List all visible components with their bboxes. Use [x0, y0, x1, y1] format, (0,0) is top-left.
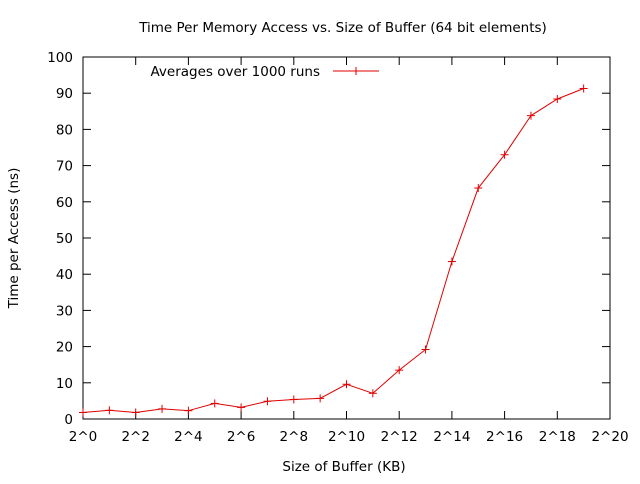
data-point-marker: [395, 366, 404, 375]
y-tick-label: 60: [56, 195, 73, 211]
y-tick-label: 0: [64, 412, 73, 428]
legend: Averages over 1000 runs: [150, 64, 379, 80]
x-axis-label: Size of Buffer (KB): [282, 459, 405, 475]
legend-marker-sample: [352, 67, 360, 75]
y-tick-label: 40: [56, 267, 73, 283]
chart-title: Time Per Memory Access vs. Size of Buffe…: [138, 20, 547, 36]
data-point-marker: [210, 399, 219, 408]
y-tick-label: 50: [56, 231, 73, 247]
data-point-marker: [500, 150, 509, 159]
x-tick-label: 2^10: [328, 429, 365, 445]
y-tick-label: 30: [56, 303, 73, 319]
data-point-marker: [474, 184, 483, 193]
axis-ticks: 0 10 20 30 40 50 60 70 80 90 100 2^0 2^2 2^4 2^6 2^8 2^1…: [47, 50, 628, 445]
data-point-marker: [184, 406, 193, 415]
y-tick-label: 20: [56, 340, 73, 356]
plot-frame: [82, 56, 611, 420]
data-point-marker: [553, 94, 562, 103]
data-point-marker: [105, 406, 114, 415]
x-tick-label: 2^14: [433, 429, 470, 445]
x-tick-label: 2^6: [227, 429, 256, 445]
x-tick-label: 2^4: [174, 429, 203, 445]
data-point-marker: [131, 408, 140, 417]
data-point-marker: [342, 380, 351, 389]
x-tick-label: 2^18: [539, 429, 576, 445]
series-layer: [79, 84, 588, 417]
data-point-marker: [263, 397, 272, 406]
y-tick-label: 80: [56, 122, 73, 138]
legend-label: Averages over 1000 runs: [150, 64, 320, 80]
y-tick-label: 10: [56, 376, 73, 392]
data-point-marker: [289, 395, 298, 404]
x-tick-label: 2^8: [280, 429, 309, 445]
data-point-marker: [447, 257, 456, 266]
data-point-marker: [158, 404, 167, 413]
x-tick-label: 2^0: [69, 429, 98, 445]
x-tick-label: 2^16: [486, 429, 523, 445]
data-point-marker: [579, 84, 588, 93]
data-point-marker: [316, 394, 325, 403]
y-tick-label: 70: [56, 159, 73, 175]
data-point-marker: [368, 389, 377, 398]
x-tick-label: 2^12: [381, 429, 418, 445]
y-axis-label: Time per Access (ns): [6, 168, 22, 310]
series-line: [82, 88, 584, 413]
data-point-marker: [526, 111, 535, 120]
x-tick-label: 2^20: [591, 429, 628, 445]
x-tick-label: 2^2: [121, 429, 150, 445]
data-point-marker: [79, 408, 87, 417]
data-point-marker: [421, 345, 430, 354]
y-tick-label: 90: [56, 86, 73, 102]
data-point-marker: [237, 403, 246, 412]
y-tick-label: 100: [47, 50, 73, 66]
